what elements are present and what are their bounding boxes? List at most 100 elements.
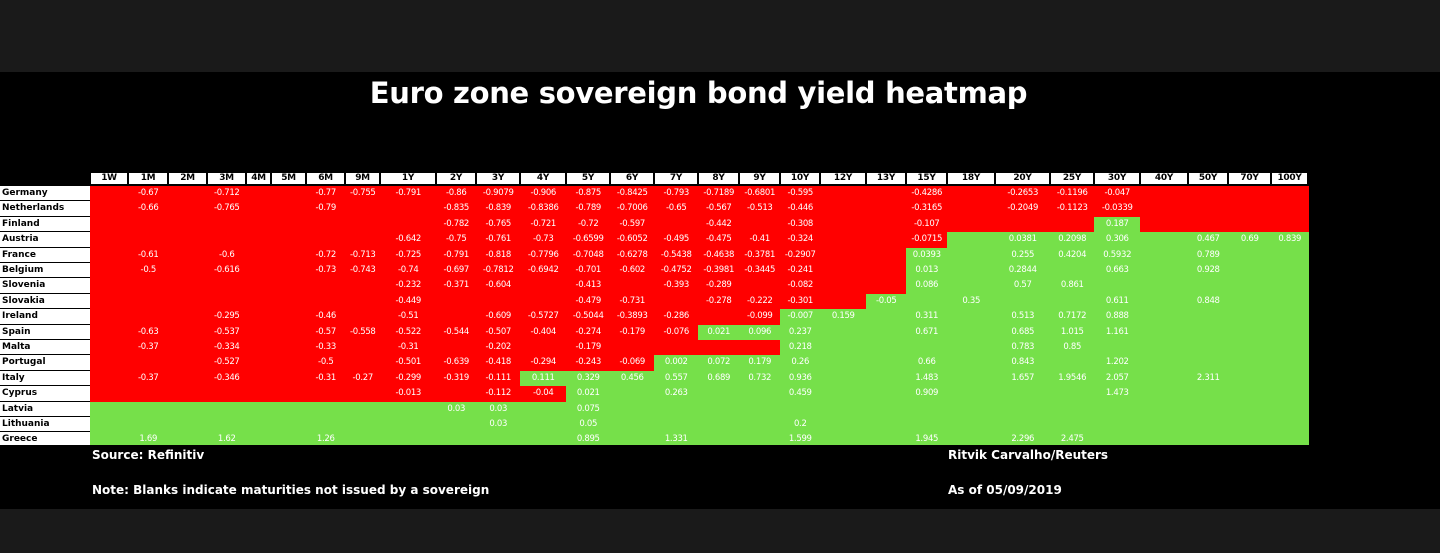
heatmap-cell: 0.689 (698, 370, 740, 387)
heatmap-cell: -0.475 (698, 232, 740, 249)
col-header-4y: 4Y (520, 172, 566, 185)
heatmap-cell: -0.479 (566, 293, 611, 310)
heatmap-cell: 0.26 (780, 355, 821, 372)
heatmap-cell: -0.202 (476, 340, 521, 356)
heatmap-cell: -0.65 (654, 201, 699, 218)
heatmap-cell (128, 417, 169, 433)
heatmap-cell (947, 186, 996, 202)
heatmap-cell (820, 278, 867, 295)
heatmap-cell: 1.657 (995, 370, 1051, 387)
heatmap-cell (246, 247, 272, 264)
heatmap-cell: -0.069 (610, 355, 655, 372)
heatmap-cell (866, 401, 907, 418)
heatmap-cell: -0.7189 (698, 186, 740, 202)
heatmap-cell (271, 432, 307, 445)
heatmap-cell: 0.456 (610, 370, 655, 387)
heatmap-cell (168, 340, 208, 356)
heatmap-cell (1140, 201, 1189, 218)
heatmap-cell (1140, 370, 1189, 387)
heatmap-cell: -0.6278 (610, 247, 655, 264)
heatmap-cell (90, 401, 129, 418)
heatmap-cell: 2.311 (1188, 370, 1229, 387)
heatmap-cell: -0.7048 (566, 247, 611, 264)
heatmap-cell: -0.731 (610, 293, 655, 310)
heatmap-cell: -0.558 (345, 324, 381, 341)
heatmap-cell (1140, 386, 1189, 403)
col-header-40y: 40Y (1140, 172, 1188, 185)
heatmap-cell (168, 355, 208, 372)
heatmap-cell (128, 386, 169, 403)
heatmap-cell (168, 417, 208, 433)
heatmap-cell: -0.839 (476, 201, 521, 218)
heatmap-cell (90, 186, 129, 202)
heatmap-cell: -0.2907 (780, 247, 821, 264)
heatmap-cell: 0.072 (698, 355, 740, 372)
heatmap-cell: 0.05 (566, 417, 611, 433)
heatmap-cell (246, 278, 272, 295)
heatmap-cell: 2.475 (1050, 432, 1095, 445)
heatmap-cell (90, 247, 129, 264)
heatmap-cell: -0.31 (306, 370, 346, 387)
heatmap-cell (1050, 293, 1095, 310)
heatmap-cell: -0.46 (306, 309, 346, 326)
heatmap-cell (947, 417, 996, 433)
heatmap-cell (246, 355, 272, 372)
heatmap-cell: 2.057 (1094, 370, 1141, 387)
heatmap-cell (380, 401, 437, 418)
row-label-austria: Austria (0, 232, 90, 248)
heatmap-cell: -0.79 (306, 201, 346, 218)
heatmap-cell (306, 293, 346, 310)
heatmap-cell (820, 432, 867, 445)
heatmap-cell (207, 216, 247, 233)
heatmap: 1W 1M 2M 3M 4M 5M 6M 9M 1Y 2Y 3Y 4Y 5Y 6Y 7Y 8Y 9Y 10Y 12Y… (0, 172, 1348, 445)
heatmap-cell (1188, 278, 1229, 295)
heatmap-cell: -0.05 (866, 293, 907, 310)
heatmap-cell (820, 186, 867, 202)
heatmap-cell (947, 340, 996, 356)
heatmap-cell (1188, 324, 1229, 341)
heatmap-cell (947, 324, 996, 341)
heatmap-cell (1228, 324, 1272, 341)
heatmap-cell (246, 232, 272, 249)
heatmap-cell: -0.446 (780, 201, 821, 218)
heatmap-cell: -0.74 (380, 263, 437, 279)
heatmap-cell: 0.086 (906, 278, 948, 295)
heatmap-cell: -0.66 (128, 201, 169, 218)
heatmap-cell (1271, 278, 1309, 295)
col-header-100y: 100Y (1271, 172, 1308, 185)
heatmap-cell (820, 340, 867, 356)
heatmap-cell: 0.03 (436, 401, 477, 418)
heatmap-cell (436, 309, 477, 326)
heatmap-cell (610, 340, 655, 356)
heatmap-cell: -0.7812 (476, 263, 521, 279)
heatmap-cell: 0.663 (1094, 263, 1141, 279)
heatmap-cell (207, 401, 247, 418)
heatmap-cell: 0.096 (739, 324, 781, 341)
heatmap-cell (246, 201, 272, 218)
heatmap-cell: -0.007 (780, 309, 821, 326)
row-label-cyprus: Cyprus (0, 386, 90, 402)
heatmap-cell (476, 432, 521, 445)
heatmap-cell: 0.329 (566, 370, 611, 387)
heatmap-cell (739, 401, 781, 418)
heatmap-cell (520, 293, 567, 310)
heatmap-cell: -0.522 (380, 324, 437, 341)
heatmap-cell (271, 370, 307, 387)
heatmap-cell (1271, 216, 1309, 233)
heatmap-cell (1228, 417, 1272, 433)
heatmap-cell (739, 417, 781, 433)
heatmap-cell: -0.567 (698, 201, 740, 218)
heatmap-cell (1271, 201, 1309, 218)
heatmap-cell: 0.237 (780, 324, 821, 341)
heatmap-cell (246, 432, 272, 445)
heatmap-cell (1271, 417, 1309, 433)
heatmap-cell: -0.875 (566, 186, 611, 202)
heatmap-cell: -0.9079 (476, 186, 521, 202)
heatmap-cell (1271, 401, 1309, 418)
heatmap-cell: 0.861 (1050, 278, 1095, 295)
heatmap-cell (168, 324, 208, 341)
heatmap-cell (90, 340, 129, 356)
col-header-1y: 1Y (380, 172, 436, 185)
heatmap-cell: -0.1123 (1050, 201, 1095, 218)
heatmap-cell: -0.8425 (610, 186, 655, 202)
